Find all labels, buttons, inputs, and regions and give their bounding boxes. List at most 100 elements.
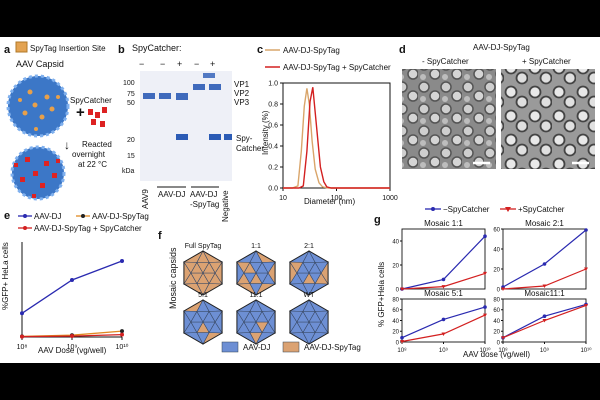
legend-e-marker-2 — [81, 214, 85, 218]
g-ylabel: % GFP+Hela cells — [377, 262, 386, 327]
figure-panel: a SpyTag Insertion Site AAV Capsid + Spy… — [0, 37, 600, 363]
legend-e-text-2: AAV-DJ-SpyTag — [92, 212, 149, 221]
g-point-3-1-0 — [501, 336, 505, 340]
capsid-2-core-1 — [308, 261, 322, 274]
figure-canvas: a SpyTag Insertion Site AAV Capsid + Spy… — [1, 41, 595, 359]
e-point-0-2 — [120, 259, 124, 263]
panel-c: c AAV-DJ-SpyTag AAV-DJ-SpyTag + SpyCatch… — [257, 44, 398, 206]
g-title-3: Mosaic11:1 — [524, 289, 565, 298]
g-point-2-0-0 — [400, 335, 404, 340]
g-point-3-1-2 — [584, 303, 588, 308]
lane-aav9: AAV9 — [141, 189, 150, 209]
g-ytick-label-2-3: 60 — [392, 308, 399, 314]
c-ylabel: Intensity (%) — [261, 110, 270, 155]
capsid-5-outline — [289, 299, 329, 345]
c-ytick-label-2: 0.4 — [268, 144, 278, 151]
g-ytick-label-3-1: 20 — [493, 330, 500, 336]
capsid-3-outline — [183, 299, 223, 345]
em-title: AAV-DJ-SpyTag — [473, 43, 530, 52]
g-point-0-1-1 — [441, 285, 446, 289]
legend-e-marker-3 — [23, 226, 27, 230]
panel-b: b SpyCatcher: − − + − + 100 75 — [118, 43, 264, 222]
g-title-0: Mosaic 1:1 — [424, 219, 463, 228]
spycatcher-text: SpyCatcher — [70, 96, 112, 105]
g-point-2-1-2 — [483, 313, 487, 318]
c-series-line-1 — [283, 87, 390, 189]
g-ytick-label-2-4: 80 — [392, 297, 399, 303]
g-point-0-0-2 — [483, 234, 487, 238]
capsid-bottom-icon — [10, 145, 66, 201]
spycatcher-header: SpyCatcher: — [132, 43, 182, 53]
g-point-2-1-0 — [400, 339, 404, 344]
capsid-1-outline — [236, 250, 276, 296]
panel-c-label: c — [257, 44, 263, 56]
g-frame-0 — [401, 228, 486, 290]
g-xlabel: AAV dose (vg/well) — [463, 350, 530, 359]
capsid-3-core-1 — [202, 310, 216, 323]
g-point-1-0-1 — [542, 262, 547, 266]
gel-bands — [143, 73, 232, 140]
e-point-0-1 — [70, 278, 74, 282]
e-xlabel: AAV Dose (vg/well) — [38, 346, 107, 355]
legend-g-text-1: −SpyCatcher — [443, 205, 490, 214]
e-ylabel: %GFP+ HeLa cells — [1, 242, 10, 310]
g-ytick-label-3-0: 0 — [497, 340, 501, 346]
mosaic-capsids-title: Mosaic capsids — [168, 247, 178, 309]
aav-capsid-label: AAV Capsid — [16, 59, 64, 69]
g-xtick-label-2-1: 10⁹ — [439, 347, 449, 354]
g-ytick-label-0-1: 20 — [392, 263, 399, 269]
panel-d: d AAV-DJ-SpyTag - SpyCatcher + SpyCatche… — [399, 43, 595, 169]
g-ytick-label-0-2: 40 — [392, 239, 399, 245]
g-ytick-label-1-0: 0 — [497, 287, 501, 293]
g-ytick-label-2-0: 0 — [396, 340, 400, 346]
legend-g-marker-2 — [505, 207, 511, 212]
panel-f-label: f — [158, 230, 162, 242]
legend-f-swatch-spytag — [282, 341, 300, 353]
capsid-label-2: 2:1 — [304, 243, 314, 250]
g-title-2: Mosaic 5:1 — [424, 289, 463, 298]
c-xlabel: Diameter (nm) — [304, 197, 355, 206]
capsid-4-core-1 — [255, 310, 269, 323]
em-image-minus — [402, 69, 496, 169]
g-ytick-label-1-3: 60 — [493, 227, 500, 233]
g-ytick-label-1-1: 20 — [493, 267, 500, 273]
capsid-0-core-1 — [202, 261, 216, 274]
kda-unit: kDa — [122, 168, 135, 175]
legend-g-text-2: +SpyCatcher — [518, 205, 565, 214]
legend-e-text-3: AAV-DJ-SpyTag + SpyCatcher — [34, 224, 142, 233]
g-title-1: Mosaic 2:1 — [525, 219, 564, 228]
capsid-label-4: 11:1 — [249, 292, 262, 299]
e-point-2-1 — [70, 334, 74, 339]
panel-g: g −SpyCatcher +SpyCatcher % GFP+Hela cel… — [374, 205, 592, 359]
g-ytick-label-2-2: 40 — [392, 319, 399, 325]
g-ytick-label-1-2: 40 — [493, 247, 500, 253]
e-xtick-label-2: 10¹⁰ — [116, 343, 129, 351]
g-line-1-0 — [502, 229, 587, 288]
capsid-1-core-1 — [255, 261, 269, 274]
c-xtick-label-0: 10 — [279, 195, 287, 202]
g-xtick-label-3-1: 10⁹ — [540, 347, 550, 354]
g-ytick-label-3-4: 80 — [493, 297, 500, 303]
g-ytick-label-3-2: 40 — [493, 319, 500, 325]
spy-label-2: Catcher — [236, 144, 264, 153]
legend-c-text-2: AAV-DJ-SpyTag + SpyCatcher — [283, 63, 391, 72]
c-ytick-label-1: 0.2 — [268, 165, 278, 172]
g-point-0-1-0 — [400, 287, 404, 291]
c-ytick-label-3: 0.6 — [268, 123, 278, 130]
capsid-label-5: WT — [304, 292, 316, 299]
c-xtick-label-2: 1000 — [382, 195, 398, 202]
capsid-4-outline — [236, 299, 276, 345]
e-xtick-label-0: 10⁸ — [17, 344, 28, 351]
reacted-line2: overnight — [72, 150, 106, 159]
g-ytick-label-0-0: 0 — [396, 287, 400, 293]
panel-a: a SpyTag Insertion Site AAV Capsid + Spy… — [4, 41, 112, 201]
lane-negative: Negative — [221, 190, 230, 222]
capsid-label-0: Full SpyTag — [185, 243, 222, 250]
panel-e-label: e — [4, 210, 10, 222]
capsid-0-outline — [183, 250, 223, 296]
vp3-label: VP3 — [234, 98, 250, 107]
lane-sign-3: + — [177, 59, 182, 69]
e-point-0-0 — [20, 311, 24, 316]
capsid-5-core-1 — [308, 310, 322, 323]
